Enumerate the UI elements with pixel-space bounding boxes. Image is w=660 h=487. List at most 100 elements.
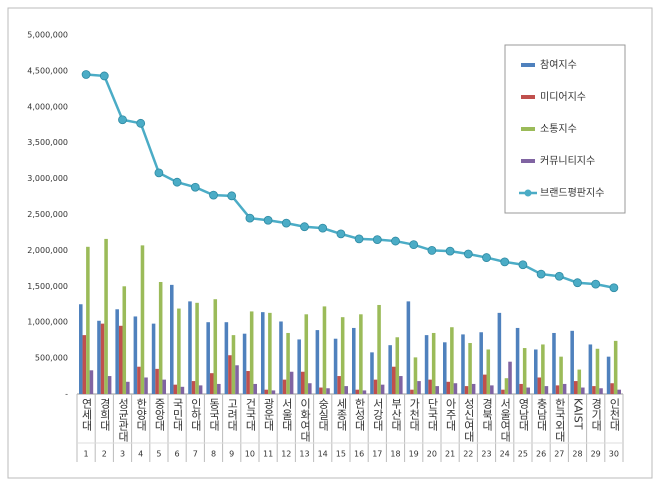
bar [268, 312, 272, 394]
line-marker [136, 118, 146, 128]
x-tick-label: 인하대 [189, 398, 202, 431]
bar [581, 387, 585, 394]
category-number: 9 [229, 450, 234, 459]
line-marker [391, 236, 400, 246]
bar [471, 383, 476, 394]
line-marker [536, 269, 546, 279]
category-number: 18 [390, 450, 400, 459]
line-marker [445, 246, 455, 256]
bar [606, 356, 611, 394]
bar [155, 368, 159, 394]
bar [370, 352, 374, 394]
category-number: 4 [138, 450, 143, 459]
y-tick-label: 2,500,000 [27, 210, 68, 219]
category-number: 22 [463, 450, 473, 459]
category-number: 8 [211, 450, 216, 459]
category-number: 5 [156, 450, 161, 459]
bar [504, 378, 509, 394]
x-tick-label: 세종대 [335, 398, 348, 431]
bar [490, 385, 494, 394]
bar [508, 361, 512, 394]
y-tick-label: 4,000,000 [27, 102, 68, 111]
bar [249, 311, 254, 394]
bar [326, 388, 330, 394]
line-marker [245, 213, 255, 223]
bar [322, 306, 327, 394]
bar [89, 370, 94, 394]
bar [515, 327, 520, 394]
category-number: 21 [445, 450, 455, 459]
bar [162, 379, 166, 394]
x-tick-label: 연세대 [80, 398, 93, 431]
bar [443, 342, 447, 394]
legend-swatch [521, 127, 535, 131]
category-number: 19 [409, 450, 419, 459]
bar [286, 332, 290, 394]
line-marker [336, 229, 346, 239]
x-tick-label: 경희대 [98, 398, 111, 431]
bar [552, 332, 556, 394]
x-tick-label: 한국외대 [553, 398, 566, 442]
bar [559, 356, 563, 394]
bar [352, 327, 356, 394]
category-number: 1 [84, 450, 89, 459]
bar [522, 348, 527, 394]
bar [399, 376, 403, 394]
bar [115, 309, 119, 394]
bar [170, 284, 174, 394]
x-tick-label: 국민대 [171, 398, 184, 431]
line-marker [372, 235, 382, 245]
x-tick-label: 고려대 [226, 398, 239, 431]
bar [388, 345, 392, 394]
bar [198, 385, 203, 394]
y-tick-label: 2,000,000 [27, 246, 68, 255]
line-marker [81, 70, 91, 79]
bar [158, 281, 163, 394]
bar [107, 376, 112, 394]
x-tick-label: 서울대 [280, 398, 293, 431]
bar [410, 389, 414, 394]
bar [435, 386, 439, 394]
bar [380, 384, 385, 394]
x-tick-label: 서강대 [371, 398, 384, 431]
legend-label: 브랜드평판지수 [540, 187, 604, 199]
category-number: 13 [299, 450, 309, 459]
bar [224, 322, 229, 394]
category-number: 16 [354, 450, 364, 459]
bar [133, 316, 138, 394]
x-tick-label: 광운대 [262, 398, 275, 431]
x-tick-label: 영남대 [517, 398, 530, 431]
x-tick-label: 아주대 [444, 398, 457, 431]
bar [461, 334, 465, 394]
bar [610, 383, 614, 394]
bar [599, 388, 603, 394]
bar [413, 357, 418, 394]
bar [261, 312, 265, 394]
bar [297, 339, 301, 394]
x-tick-label: 가천대 [408, 398, 421, 431]
category-number: 23 [481, 450, 491, 459]
bar [315, 330, 320, 394]
bar [428, 379, 432, 394]
category-number: 20 [427, 450, 437, 459]
legend-swatch [521, 63, 535, 67]
bar [209, 373, 214, 394]
bar [228, 355, 232, 394]
category-number: 6 [175, 450, 180, 459]
legend-label: 소통지수 [540, 123, 577, 135]
bar [450, 327, 454, 394]
line-marker [609, 283, 619, 293]
y-tick-label: 1,500,000 [27, 282, 68, 291]
x-tick-label: 숭실대 [317, 398, 330, 431]
line-marker [190, 182, 200, 192]
x-tick-label: 경기대 [590, 398, 603, 431]
x-tick-label: 한양대 [135, 398, 148, 431]
bar [562, 383, 567, 394]
y-tick-label: 500,000 [35, 354, 68, 363]
bar [264, 389, 269, 394]
bar [104, 238, 108, 394]
x-tick-label: 부산대 [390, 398, 403, 431]
bar [595, 348, 600, 394]
category-number: 15 [336, 450, 346, 459]
bar [362, 390, 367, 394]
